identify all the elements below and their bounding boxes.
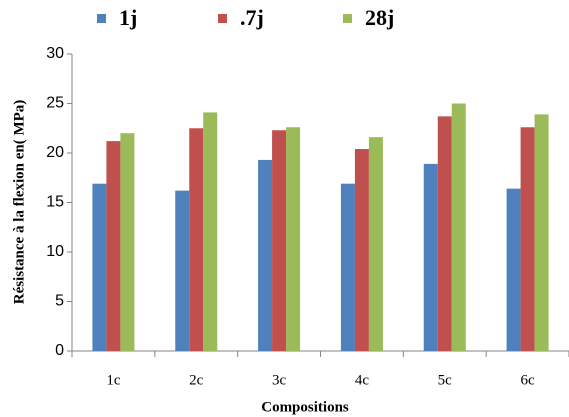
legend-label: .7j xyxy=(240,5,264,30)
bar xyxy=(92,183,107,351)
bar xyxy=(423,163,438,351)
bar xyxy=(175,190,190,351)
bar xyxy=(368,137,383,351)
legend-swatch xyxy=(97,14,106,23)
y-axis-title: Résistance à la flexion en( MPa) xyxy=(11,100,27,305)
bar xyxy=(520,127,535,351)
x-tick-label: 4c xyxy=(355,372,370,388)
x-tick-label: 5c xyxy=(438,372,453,388)
bar xyxy=(189,128,204,351)
y-tick-label: 0 xyxy=(55,342,64,359)
y-tick-label: 5 xyxy=(55,293,64,310)
bar xyxy=(534,114,549,351)
bar xyxy=(106,141,121,351)
y-tick-label: 15 xyxy=(46,194,64,211)
bar xyxy=(120,133,135,351)
bar xyxy=(340,183,355,351)
bar xyxy=(258,159,273,351)
bar xyxy=(286,127,301,351)
legend-swatch xyxy=(343,14,352,23)
legend-label: 1j xyxy=(119,5,137,30)
y-tick-label: 20 xyxy=(46,144,64,161)
bar xyxy=(354,149,369,351)
legend-swatch xyxy=(218,14,227,23)
bar xyxy=(506,188,521,351)
x-axis-title: Compositions xyxy=(261,399,349,415)
bar xyxy=(203,112,218,351)
x-tick-label: 3c xyxy=(272,372,287,388)
y-tick-label: 25 xyxy=(46,95,64,112)
legend-label: 28j xyxy=(365,5,394,30)
x-tick-label: 1c xyxy=(106,372,121,388)
bar xyxy=(437,116,452,352)
x-tick-label: 2c xyxy=(189,372,204,388)
x-tick-label: 6c xyxy=(520,372,535,388)
y-tick-label: 30 xyxy=(46,45,64,62)
y-tick-label: 10 xyxy=(46,243,64,260)
bar xyxy=(451,103,466,351)
bar xyxy=(272,130,287,351)
